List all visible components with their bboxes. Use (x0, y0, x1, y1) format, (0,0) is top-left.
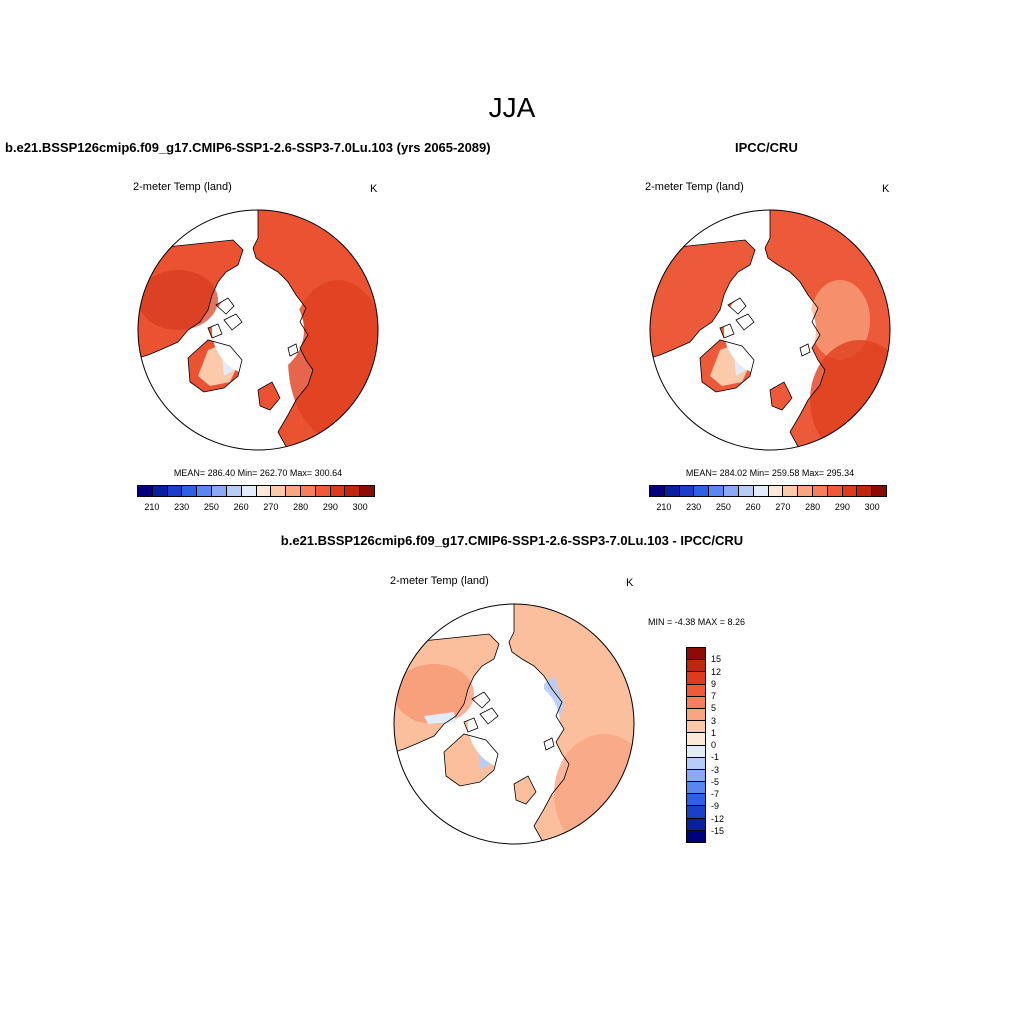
colorbar-swatch (152, 486, 168, 496)
colorbar-swatch (687, 708, 705, 722)
colorbar-swatch (197, 486, 213, 496)
colorbar-tick-label: 300 (864, 502, 880, 512)
colorbar-tick-label: -9 (711, 801, 720, 812)
colorbar-tick-label: 15 (711, 654, 722, 665)
colorbar-tick-label: 7 (711, 691, 717, 701)
colorbar-tick-label: 5 (711, 703, 717, 714)
colorbar-tick-label: 290 (834, 502, 850, 512)
panel-2-stats: MEAN= 284.02 Min= 259.58 Max= 295.34 (685, 468, 855, 478)
panel-2-colorbar (649, 485, 887, 497)
colorbar-tick-label: 260 (745, 502, 761, 512)
panel-2-units-label: K (882, 183, 890, 195)
panel-3-polar-map (393, 603, 635, 845)
colorbar-swatch (687, 794, 705, 807)
colorbar-swatch (687, 721, 705, 734)
colorbar-swatch (664, 486, 680, 496)
colorbar-swatch (753, 486, 769, 496)
colorbar-swatch (687, 733, 705, 746)
colorbar-swatch (687, 769, 705, 783)
colorbar-tick-label: 280 (805, 502, 821, 512)
colorbar-tick-label: 260 (233, 502, 249, 512)
colorbar-tick-label: 210 (144, 502, 160, 512)
colorbar-swatch (241, 486, 257, 496)
colorbar-tick-label: -15 (711, 825, 725, 836)
colorbar-swatch (256, 486, 272, 496)
colorbar-swatch (724, 486, 739, 496)
panel-1-polar-map (137, 209, 379, 451)
colorbar-swatch (709, 486, 725, 496)
colorbar-tick-label: 250 (203, 502, 219, 512)
colorbar-tick-label: -3 (711, 764, 720, 775)
colorbar-swatch (738, 486, 754, 496)
colorbar-swatch (687, 696, 705, 709)
panel-3-colorbar (686, 647, 706, 843)
colorbar-swatch (687, 818, 705, 831)
colorbar-swatch (687, 660, 705, 673)
colorbar-tick-label: 230 (686, 502, 702, 512)
panel-2-polar-map (649, 209, 891, 451)
colorbar-swatch (687, 672, 705, 685)
colorbar-swatch (650, 486, 665, 496)
colorbar-swatch (226, 486, 242, 496)
panel-1-colorbar (137, 485, 375, 497)
colorbar-tick-label: 210 (656, 502, 672, 512)
panel-2-title: IPCC/CRU (735, 140, 798, 155)
colorbar-swatch (315, 486, 331, 496)
colorbar-swatch (679, 486, 695, 496)
colorbar-tick-label: 1 (711, 727, 717, 738)
colorbar-tick-label: 270 (263, 502, 279, 512)
colorbar-swatch (768, 486, 784, 496)
colorbar-swatch (687, 782, 705, 795)
colorbar-swatch (687, 648, 705, 661)
colorbar-swatch (798, 486, 813, 496)
colorbar-tick-label: 230 (174, 502, 190, 512)
colorbar-swatch (783, 486, 799, 496)
colorbar-tick-label: 9 (711, 678, 717, 689)
colorbar-swatch (687, 830, 705, 842)
colorbar-tick-label: 12 (711, 666, 722, 677)
colorbar-swatch (345, 486, 361, 496)
page-title: JJA (488, 92, 536, 123)
colorbar-tick-label: 3 (711, 715, 717, 726)
colorbar-tick-label: 300 (352, 502, 368, 512)
colorbar-tick-label: 280 (293, 502, 309, 512)
colorbar-tick-label: -7 (711, 789, 720, 799)
colorbar-tick-label: 290 (322, 502, 338, 512)
colorbar-swatch (827, 486, 843, 496)
panel-1-units-label: K (370, 183, 378, 195)
colorbar-swatch (330, 486, 346, 496)
colorbar-swatch (872, 486, 886, 496)
colorbar-tick-label: 0 (711, 740, 717, 750)
colorbar-swatch (360, 486, 374, 496)
colorbar-swatch (812, 486, 828, 496)
panel-2-variable-label: 2-meter Temp (land) (645, 181, 744, 193)
colorbar-swatch (687, 757, 705, 770)
panel-1-stats: MEAN= 286.40 Min= 262.70 Max= 300.64 (173, 468, 343, 478)
colorbar-swatch (694, 486, 710, 496)
colorbar-swatch (286, 486, 301, 496)
colorbar-swatch (212, 486, 227, 496)
colorbar-swatch (167, 486, 183, 496)
panel-3-variable-label: 2-meter Temp (land) (390, 575, 489, 587)
colorbar-swatch (687, 745, 705, 758)
colorbar-tick-label: -12 (711, 813, 725, 824)
colorbar-swatch (687, 684, 705, 697)
colorbar-tick-label: 270 (775, 502, 791, 512)
colorbar-swatch (271, 486, 287, 496)
panel-1-title: b.e21.BSSP126cmip6.f09_g17.CMIP6-SSP1-2.… (5, 140, 491, 155)
panel-3-stats: MIN = -4.38 MAX = 8.26 (648, 617, 746, 627)
colorbar-swatch (842, 486, 858, 496)
colorbar-swatch (182, 486, 198, 496)
colorbar-swatch (857, 486, 873, 496)
colorbar-swatch (687, 806, 705, 819)
panel-1-variable-label: 2-meter Temp (land) (133, 181, 232, 193)
panel-3-title: b.e21.BSSP126cmip6.f09_g17.CMIP6-SSP1-2.… (280, 533, 744, 548)
colorbar-swatch (300, 486, 316, 496)
colorbar-swatch (138, 486, 153, 496)
panel-3-units-label: K (626, 577, 634, 589)
colorbar-tick-label: -1 (711, 752, 720, 763)
colorbar-tick-label: 250 (715, 502, 731, 512)
colorbar-tick-label: -5 (711, 776, 720, 787)
